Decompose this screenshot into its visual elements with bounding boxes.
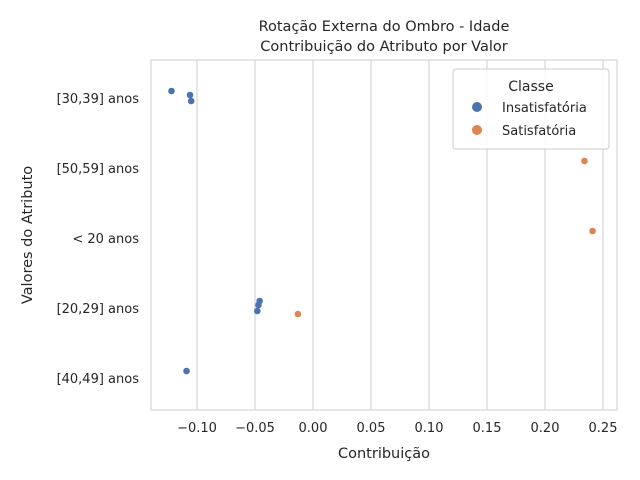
legend-marker-satisfatoria xyxy=(472,125,482,135)
data-point xyxy=(255,301,262,309)
x-tick-label: 0.20 xyxy=(531,421,560,436)
data-point xyxy=(187,97,195,105)
y-tick-label: [40,49] anos xyxy=(57,372,140,387)
plot-frame xyxy=(150,59,618,411)
legend-title: Classe xyxy=(508,79,553,95)
data-point xyxy=(581,157,588,165)
x-tick-label: 0.10 xyxy=(415,421,444,436)
legend-label-satisfatoria: Satisfatória xyxy=(502,124,576,139)
y-tick-label: [30,39] anos xyxy=(57,92,140,107)
legend-marker-insatisfatoria xyxy=(472,102,482,112)
y-axis-label: Valores do Atributo xyxy=(20,166,36,304)
y-tick-label: < 20 anos xyxy=(72,232,139,247)
y-tick-label: [20,29] anos xyxy=(57,302,140,317)
x-tick-label: 0.00 xyxy=(299,421,328,436)
data-point xyxy=(589,227,596,235)
x-axis-label: Contribuição xyxy=(338,446,430,462)
y-tick-labels: [30,39] anos [50,59] anos < 20 anos [20,29]… xyxy=(57,92,140,387)
legend: Classe Insatisfatória Satisfatória xyxy=(452,68,610,150)
data-point xyxy=(254,307,261,315)
chart-title-line-2: Contribuição do Atributo por Valor xyxy=(260,39,507,55)
x-tick-label: −0.10 xyxy=(177,421,217,436)
x-tick-label: 0.25 xyxy=(589,421,618,436)
legend-label-insatisfatoria: Insatisfatória xyxy=(502,101,587,116)
data-points xyxy=(168,87,596,375)
data-point xyxy=(294,310,302,318)
chart-title-line-1: Rotação Externa do Ombro - Idade xyxy=(259,19,510,35)
x-tick-labels: −0.10 −0.05 0.00 0.05 0.10 0.15 0.20 0.25 xyxy=(177,421,617,436)
y-tick-label: [50,59] anos xyxy=(57,162,140,177)
x-tick-label: −0.05 xyxy=(235,421,275,436)
x-tick-label: 0.05 xyxy=(357,421,386,436)
data-point xyxy=(168,87,175,95)
legend-box xyxy=(452,68,610,150)
data-point xyxy=(183,367,190,375)
x-tick-label: 0.15 xyxy=(473,421,502,436)
data-point xyxy=(186,91,194,99)
